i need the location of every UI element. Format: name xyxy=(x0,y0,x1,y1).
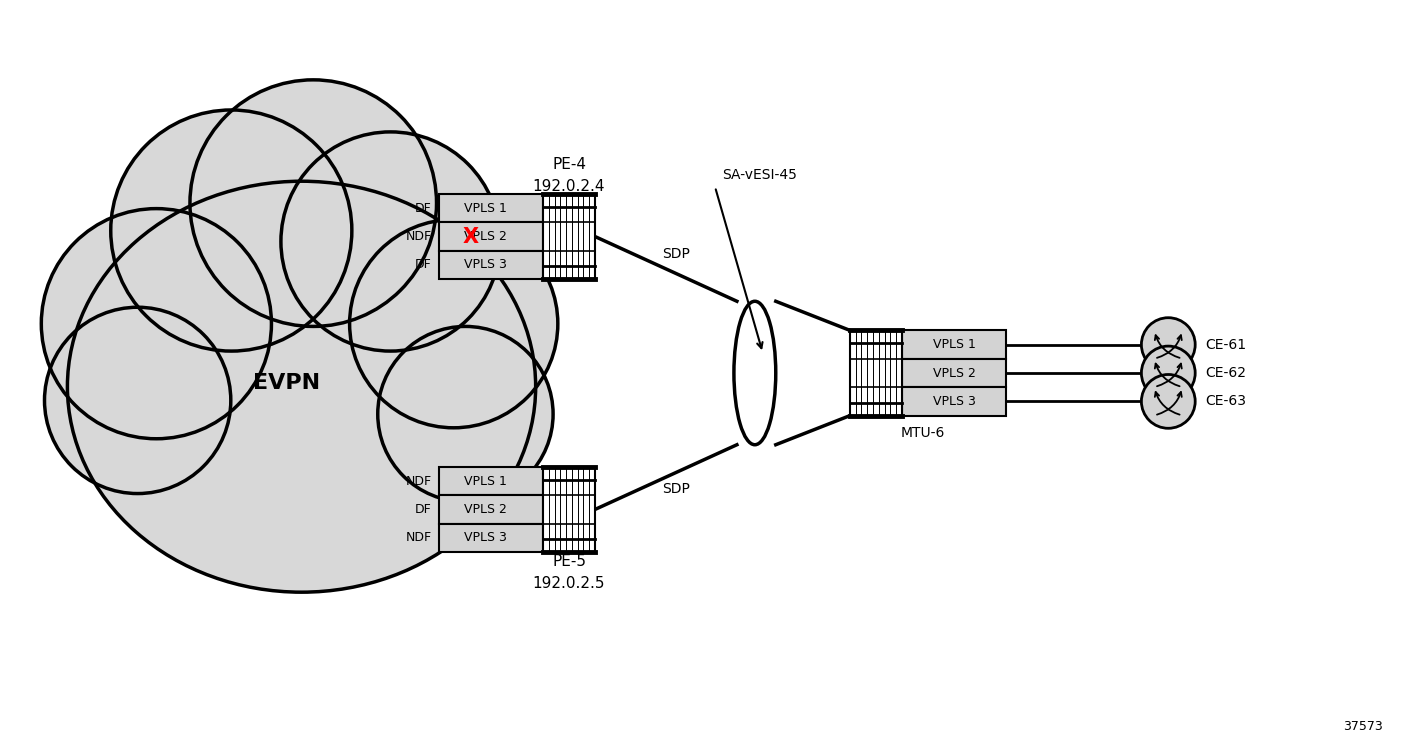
Text: CE-62: CE-62 xyxy=(1206,366,1245,380)
Ellipse shape xyxy=(86,201,519,571)
Text: DF: DF xyxy=(415,201,432,215)
Circle shape xyxy=(190,80,436,327)
Circle shape xyxy=(111,110,352,351)
Text: SA-vESI-45: SA-vESI-45 xyxy=(722,168,797,182)
Text: X: X xyxy=(463,227,479,246)
Text: VPLS 1: VPLS 1 xyxy=(932,338,976,351)
Text: 192.0.2.4: 192.0.2.4 xyxy=(533,179,606,194)
Circle shape xyxy=(308,160,473,324)
Circle shape xyxy=(376,245,532,402)
Text: MTU-6: MTU-6 xyxy=(901,425,945,439)
FancyBboxPatch shape xyxy=(439,495,543,524)
Circle shape xyxy=(70,237,242,410)
Text: SDP: SDP xyxy=(663,247,690,261)
Text: VPLS 3: VPLS 3 xyxy=(465,258,507,272)
Text: NDF: NDF xyxy=(406,474,432,488)
Text: SDP: SDP xyxy=(663,482,690,496)
Circle shape xyxy=(1141,346,1196,400)
Text: VPLS 1: VPLS 1 xyxy=(465,474,507,488)
Ellipse shape xyxy=(734,301,775,445)
Ellipse shape xyxy=(67,181,536,592)
Text: 37573: 37573 xyxy=(1342,720,1382,733)
FancyBboxPatch shape xyxy=(543,194,596,279)
Text: VPLS 3: VPLS 3 xyxy=(465,531,507,545)
Circle shape xyxy=(1141,318,1196,372)
FancyBboxPatch shape xyxy=(439,194,543,222)
Circle shape xyxy=(378,327,553,502)
Circle shape xyxy=(349,219,557,427)
FancyBboxPatch shape xyxy=(439,222,543,251)
FancyBboxPatch shape xyxy=(439,524,543,552)
Text: PE-5: PE-5 xyxy=(551,554,586,569)
FancyBboxPatch shape xyxy=(902,359,1006,387)
Circle shape xyxy=(1141,374,1196,428)
Text: VPLS 2: VPLS 2 xyxy=(932,366,976,380)
FancyBboxPatch shape xyxy=(849,330,902,416)
Text: PE-4: PE-4 xyxy=(551,157,586,172)
Text: DF: DF xyxy=(415,503,432,516)
Circle shape xyxy=(141,140,322,321)
Text: CE-63: CE-63 xyxy=(1206,395,1245,408)
Circle shape xyxy=(44,307,231,494)
Circle shape xyxy=(399,348,532,480)
Text: VPLS 3: VPLS 3 xyxy=(932,395,976,408)
FancyBboxPatch shape xyxy=(439,467,543,495)
Text: 192.0.2.5: 192.0.2.5 xyxy=(533,576,606,591)
Text: NDF: NDF xyxy=(406,230,432,243)
FancyBboxPatch shape xyxy=(439,251,543,279)
Circle shape xyxy=(221,110,406,295)
Text: VPLS 2: VPLS 2 xyxy=(465,503,507,516)
Circle shape xyxy=(41,209,271,439)
Text: NDF: NDF xyxy=(406,531,432,545)
Circle shape xyxy=(281,132,500,351)
Text: CE-61: CE-61 xyxy=(1206,338,1247,351)
Circle shape xyxy=(68,330,208,470)
Text: VPLS 2: VPLS 2 xyxy=(465,230,507,243)
Text: EVPN: EVPN xyxy=(254,373,321,393)
FancyBboxPatch shape xyxy=(902,330,1006,359)
Text: VPLS 1: VPLS 1 xyxy=(465,201,507,215)
FancyBboxPatch shape xyxy=(902,387,1006,416)
FancyBboxPatch shape xyxy=(543,467,596,552)
Text: DF: DF xyxy=(415,258,432,272)
